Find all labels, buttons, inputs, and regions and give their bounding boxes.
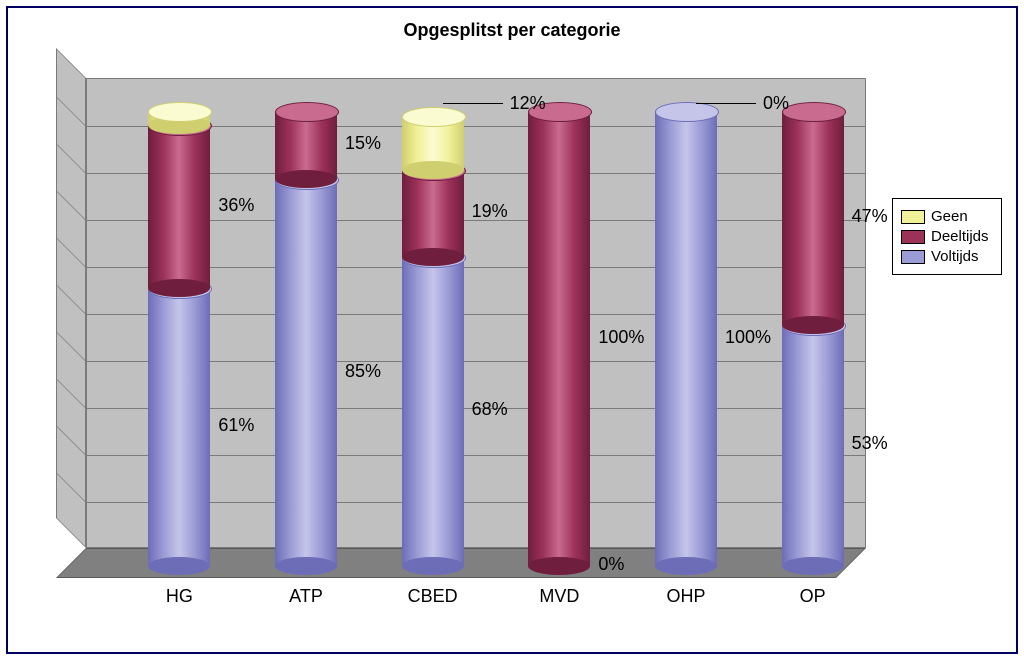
value-label-CBED-Voltijds: 68% [472, 399, 508, 420]
legend-swatch-Voltijds [901, 250, 925, 264]
leader-OHP-Deeltijds [696, 103, 756, 104]
cylinder-ATP [275, 111, 337, 566]
segment-MVD-Deeltijds [528, 111, 590, 566]
legend-label-Deeltijds: Deeltijds [931, 228, 989, 245]
value-label-CBED-Geen: 12% [510, 93, 546, 114]
xlabel-MVD: MVD [509, 586, 609, 607]
xlabel-ATP: ATP [256, 586, 356, 607]
cylinder-CBED [402, 111, 464, 566]
legend-label-Voltijds: Voltijds [931, 248, 979, 265]
cylinder-MVD [528, 111, 590, 566]
segment-HG-Deeltijds [148, 125, 210, 289]
cylinder-OP [782, 111, 844, 566]
value-label-HG-Voltijds: 61% [218, 415, 254, 436]
legend: Geen Deeltijds Voltijds [892, 198, 1002, 275]
legend-swatch-Geen [901, 210, 925, 224]
value-label-MVD-Voltijds: 0% [598, 554, 624, 575]
segment-OHP-Voltijds [655, 111, 717, 566]
value-label-OHP-Deeltijds: 0% [763, 93, 789, 114]
value-label-OP-Deeltijds: 47% [852, 206, 888, 227]
value-label-HG-Deeltijds: 36% [218, 195, 254, 216]
xlabel-HG: HG [129, 586, 229, 607]
segment-CBED-Geen [402, 116, 464, 171]
value-label-ATP-Voltijds: 85% [345, 361, 381, 382]
cylinder-HG [148, 111, 210, 566]
leader-CBED-Geen [443, 103, 503, 104]
legend-item-Voltijds: Voltijds [901, 248, 993, 265]
segment-CBED-Deeltijds [402, 170, 464, 256]
value-label-CBED-Deeltijds: 19% [472, 201, 508, 222]
legend-swatch-Deeltijds [901, 230, 925, 244]
plot-area: HGATPCBEDMVDOHPOP 61%36%85%15%68%19%12%1… [56, 78, 866, 578]
segment-OP-Voltijds [782, 325, 844, 566]
value-label-OHP-Voltijds: 100% [725, 327, 771, 348]
chart-frame: Opgesplitst per categorie HG ATP CBED MVD OH… [6, 6, 1018, 654]
legend-item-Geen: Geen [901, 208, 993, 225]
value-label-ATP-Deeltijds: 15% [345, 133, 381, 154]
legend-label-Geen: Geen [931, 208, 968, 225]
cylinder-OHP [655, 111, 717, 566]
value-label-OP-Voltijds: 53% [852, 433, 888, 454]
segment-HG-Voltijds [148, 288, 210, 566]
value-label-MVD-Deeltijds: 100% [598, 327, 644, 348]
segment-CBED-Voltijds [402, 257, 464, 566]
chart-title: Opgesplitst per categorie [8, 20, 1016, 41]
sidewall [56, 48, 86, 548]
segment-HG-Geen [148, 111, 210, 125]
segment-ATP-Deeltijds [275, 111, 337, 179]
xlabel-OP: OP [763, 586, 863, 607]
segment-ATP-Voltijds [275, 179, 337, 566]
segment-OP-Deeltijds [782, 111, 844, 325]
xlabel-OHP: OHP [636, 586, 736, 607]
xlabel-CBED: CBED [383, 586, 483, 607]
legend-item-Deeltijds: Deeltijds [901, 228, 993, 245]
